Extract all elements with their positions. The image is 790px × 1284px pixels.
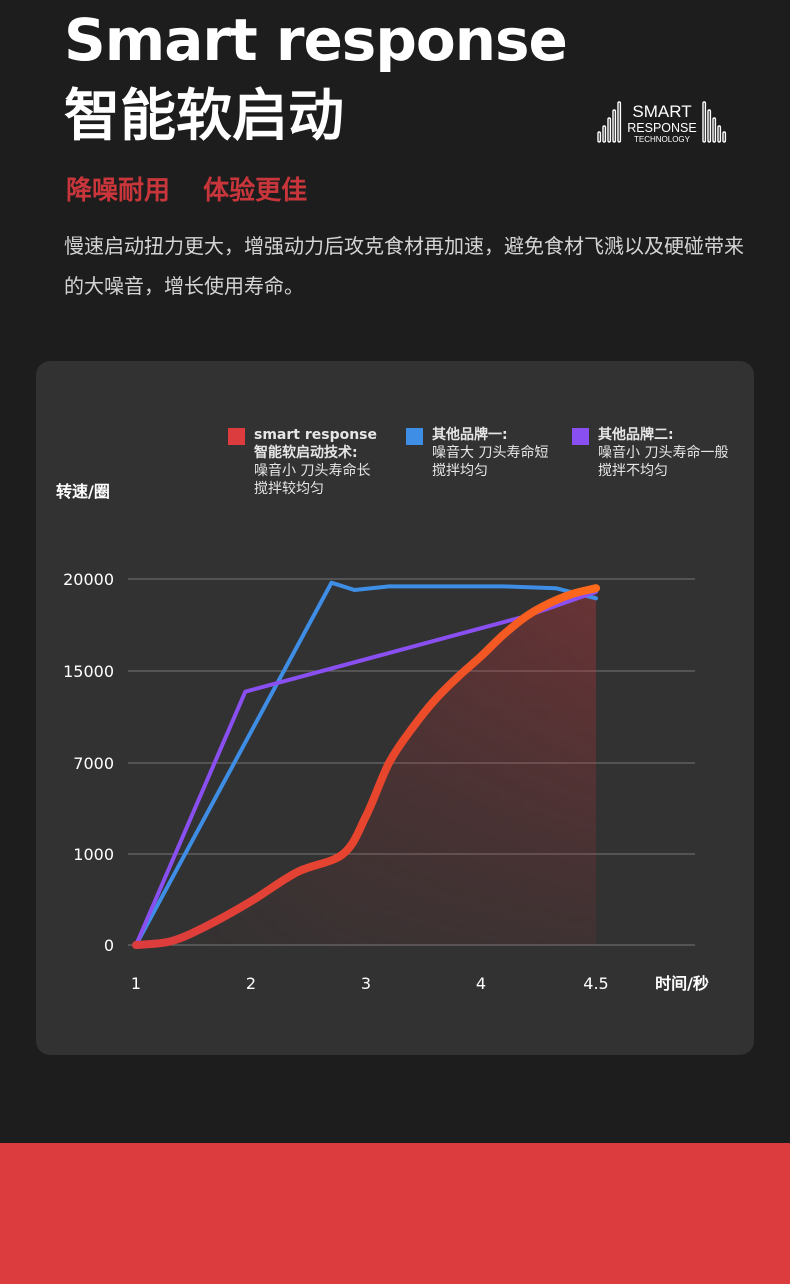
series-line-brand2	[134, 589, 598, 947]
x-tick-label: 4.5	[583, 974, 608, 993]
logo-text-response: RESPONSE	[627, 121, 696, 135]
x-axis-ticks: 1 2 3 4 4.5	[131, 974, 609, 993]
logo-text-technology: TECHNOLOGY	[634, 135, 691, 144]
legend-swatch-brand1	[406, 428, 423, 445]
page-title-english: Smart response	[64, 6, 568, 74]
y-tick-label: 0	[104, 936, 114, 955]
y-axis-ticks: 0 1000 7000 15000 20000	[63, 570, 114, 955]
legend-name-smart: smart response 智能软启动技术:	[254, 427, 378, 461]
legend-swatch-brand2	[572, 428, 589, 445]
legend-name-brand2: 其他品牌二:	[598, 427, 674, 443]
logo-text-smart: SMART	[632, 102, 691, 121]
tagline-part-1: 降噪耐用	[66, 176, 171, 206]
x-axis-label: 时间/秒	[655, 974, 709, 993]
series-line-brand1	[134, 580, 598, 947]
x-tick-label: 2	[246, 974, 256, 993]
tagline: 降噪耐用 体验更佳	[66, 170, 331, 207]
smart-area-fill	[136, 588, 596, 945]
y-axis-label: 转速/圈	[56, 482, 110, 501]
x-tick-label: 1	[131, 974, 141, 993]
series-lines	[132, 580, 600, 949]
x-tick-label: 4	[476, 974, 486, 993]
legend-desc-brand2: 噪音小 刀头寿命一般 搅拌不均匀	[598, 445, 729, 479]
page-title-chinese: 智能软启动	[64, 84, 344, 149]
tagline-part-2: 体验更佳	[203, 176, 308, 206]
sound-bars-left-icon	[597, 101, 622, 143]
y-tick-label: 20000	[63, 570, 114, 589]
series-line-smart	[132, 584, 600, 949]
legend-swatch-smart	[228, 428, 245, 445]
description-text: 慢速启动扭力更大，增强动力后攻克食材再加速，避免食材飞溅以及硬碰带来的大噪音，增…	[64, 234, 744, 298]
smart-response-logo: SMART RESPONSE TECHNOLOGY	[597, 101, 727, 144]
legend-name-brand1: 其他品牌一:	[432, 427, 508, 443]
legend-desc-brand1: 噪音大 刀头寿命短 搅拌均匀	[432, 445, 549, 479]
smart-area	[136, 588, 596, 945]
x-tick-label: 3	[361, 974, 371, 993]
y-tick-label: 1000	[73, 845, 114, 864]
y-tick-label: 7000	[73, 754, 114, 773]
y-tick-label: 15000	[63, 662, 114, 681]
speed-chart: 0 1000 7000 15000 20000 1 2 3 4 4.5 时间/秒	[63, 570, 709, 993]
sound-bars-right-icon	[702, 101, 727, 143]
bottom-red-band	[0, 1143, 790, 1284]
legend-desc-smart: 噪音小 刀头寿命长 搅拌较均匀	[254, 463, 371, 497]
